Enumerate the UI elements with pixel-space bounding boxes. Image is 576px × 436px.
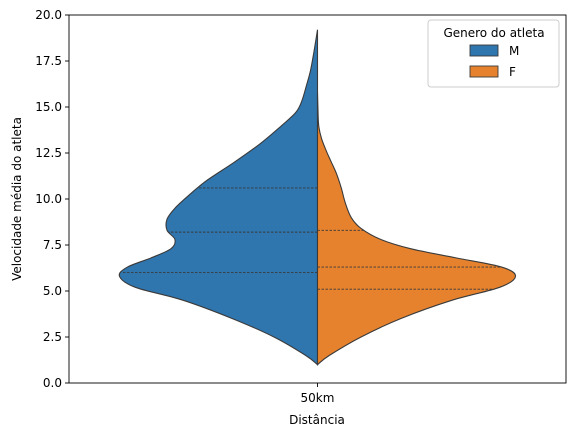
y-tick-label: 0.0	[43, 376, 62, 390]
y-axis-label: Velocidade média do atleta	[10, 117, 24, 281]
y-tick-label: 15.0	[35, 100, 62, 114]
y-tick-label: 5.0	[43, 284, 62, 298]
violin-bodies	[118, 29, 517, 366]
legend-swatch-m	[469, 44, 499, 57]
y-tick-label: 2.5	[43, 330, 62, 344]
legend-swatch-f	[469, 65, 499, 78]
violin-f	[316, 92, 517, 366]
y-tick-label: 20.0	[35, 8, 62, 22]
x-axis-ticks: 50km	[301, 383, 335, 405]
legend-entries: MF	[469, 44, 519, 79]
quartile-lines	[122, 187, 502, 290]
y-axis-ticks: 0.0 2.5 5.0 7.5 10.0 12.5 15.0 17.5 20.0	[35, 8, 69, 390]
x-tick-label: 50km	[301, 391, 335, 405]
y-tick-label: 17.5	[35, 54, 62, 68]
legend-label-m: M	[509, 44, 519, 58]
y-tick-label: 7.5	[43, 238, 62, 252]
legend: Genero do atleta MF	[427, 19, 560, 88]
legend-title: Genero do atleta	[443, 26, 544, 40]
y-tick-label: 12.5	[35, 146, 62, 160]
violin-m	[118, 29, 319, 366]
x-axis-label: Distância	[289, 413, 345, 427]
legend-label-f: F	[509, 65, 516, 79]
y-tick-label: 10.0	[35, 192, 62, 206]
